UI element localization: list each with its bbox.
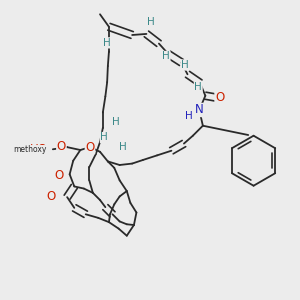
Text: O: O — [54, 169, 64, 182]
Text: O: O — [85, 141, 94, 154]
Text: H: H — [181, 60, 189, 70]
Text: O: O — [215, 91, 224, 103]
Text: H: H — [100, 133, 108, 142]
Text: H: H — [112, 117, 120, 127]
Text: methoxy: methoxy — [14, 146, 47, 154]
Text: HO: HO — [30, 143, 48, 156]
Text: H: H — [103, 38, 110, 48]
Text: H: H — [147, 17, 154, 28]
Text: H: H — [162, 51, 170, 62]
Text: H: H — [194, 82, 202, 92]
Text: O: O — [57, 140, 66, 153]
Text: H: H — [185, 111, 193, 121]
Text: H: H — [119, 142, 127, 152]
Text: N: N — [195, 103, 204, 116]
Text: O: O — [46, 190, 55, 203]
